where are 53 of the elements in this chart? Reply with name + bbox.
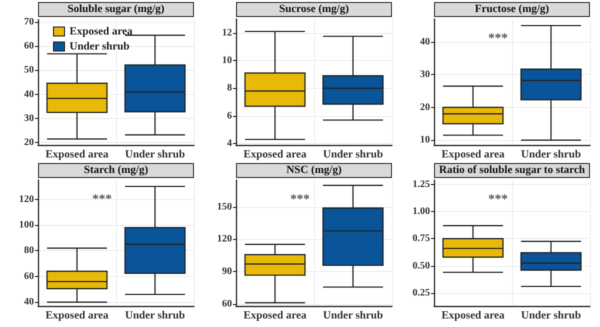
x-tick-label: Exposed area: [441, 310, 506, 322]
x-tick-label: Exposed area: [243, 310, 308, 322]
y-tick-label: 0.50: [412, 260, 430, 272]
y-tick-label: 30: [24, 112, 34, 124]
annotation: ***: [290, 191, 310, 206]
y-tick-label: 60: [222, 298, 232, 310]
y-tick-label: 40: [24, 88, 34, 100]
y-tick-label: 12: [222, 27, 232, 38]
y-tick-label: 1.00: [412, 206, 430, 217]
annotation: ***: [488, 30, 508, 45]
y-tick-label: 10: [420, 134, 430, 146]
y-tick-label: 50: [24, 64, 34, 76]
x-tick-label: Exposed area: [243, 148, 308, 160]
y-tick-label: 6: [227, 110, 232, 122]
x-tick-label: Exposed area: [45, 310, 110, 322]
x-tick-label: Under shrub: [322, 310, 384, 322]
y-tick-label: 4: [227, 138, 232, 150]
chart-title: Fructose (mg/g): [434, 2, 590, 17]
y-tick-label: 80: [24, 245, 34, 256]
y-tick-label: 10: [222, 55, 232, 66]
y-tick-label: 40: [24, 296, 34, 308]
y-tick-label: 60: [24, 270, 34, 282]
y-tick-label: 150: [217, 201, 232, 212]
chart-title: Sucrose (mg/g): [236, 2, 392, 17]
y-tick-label: 20: [420, 102, 430, 113]
y-tick-label: 60: [24, 40, 34, 52]
chart-title: NSC (mg/g): [236, 163, 392, 178]
y-tick-label: 90: [222, 266, 232, 278]
y-tick-label: 100: [19, 220, 34, 230]
chart-title: Ratio of soluble sugar to starch: [434, 163, 590, 178]
x-tick-label: Under shrub: [520, 310, 582, 322]
x-tick-label: Exposed area: [441, 148, 506, 160]
y-tick-label: 120: [217, 234, 232, 245]
legend-label: Under shrub: [70, 40, 130, 52]
x-tick-label: Exposed area: [45, 148, 110, 160]
y-tick-label: 30: [420, 69, 430, 80]
chart-title: Soluble sugar (mg/g): [38, 2, 194, 17]
y-tick-label: 120: [19, 194, 34, 205]
x-tick-label: Under shrub: [124, 148, 186, 160]
y-tick-label: 0.25: [412, 287, 430, 298]
y-tick-label: 0.75: [412, 233, 430, 244]
x-tick-label: Under shrub: [322, 148, 384, 160]
chart-title: Starch (mg/g): [38, 163, 194, 178]
legend-label: Exposed area: [70, 26, 134, 38]
y-tick-label: 8: [227, 82, 232, 94]
x-tick-label: Under shrub: [124, 310, 186, 322]
y-tick-label: 20: [24, 137, 34, 148]
x-tick-label: Under shrub: [520, 148, 582, 160]
annotation: ***: [488, 191, 508, 206]
y-tick-label: 1.25: [412, 178, 430, 190]
y-tick-label: 70: [24, 16, 34, 28]
y-tick-label: 40: [420, 36, 430, 48]
annotation: ***: [92, 191, 112, 206]
